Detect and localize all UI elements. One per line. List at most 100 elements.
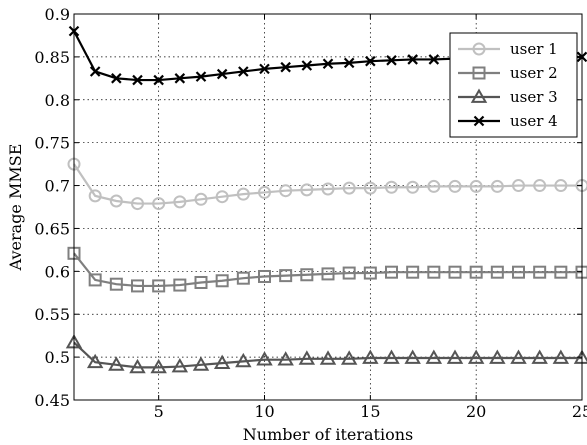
data-point-marker [362, 349, 379, 364]
data-point-marker [385, 180, 398, 194]
y-tick-label: 0.7 [45, 177, 70, 196]
data-point-marker [194, 192, 208, 206]
data-point-marker [490, 265, 504, 279]
data-point-marker [407, 54, 418, 65]
data-point-marker [427, 265, 441, 279]
data-point-marker [259, 63, 270, 75]
data-point-marker [448, 265, 462, 279]
data-point-marker [533, 179, 547, 193]
data-point-marker [238, 66, 249, 77]
data-point-marker [111, 73, 122, 84]
data-point-marker [235, 352, 252, 368]
legend-label: user 2 [510, 64, 558, 82]
data-point-marker [236, 187, 250, 201]
data-point-marker [342, 266, 356, 280]
y-tick-label: 0.45 [34, 391, 70, 410]
data-point-marker [173, 278, 187, 292]
data-point-marker [300, 268, 314, 282]
data-point-marker [215, 274, 229, 288]
data-point-marker [174, 73, 186, 84]
data-point-marker [131, 197, 144, 211]
data-point-marker [86, 353, 104, 369]
data-point-marker [467, 349, 485, 364]
data-point-marker [216, 68, 228, 80]
y-tick-label: 0.85 [34, 48, 70, 67]
data-point-marker [88, 273, 102, 287]
legend-item: user 2 [458, 64, 558, 82]
data-point-marker [236, 271, 250, 285]
data-point-marker [386, 55, 397, 66]
y-tick-label: 0.9 [45, 5, 70, 24]
data-point-marker [383, 349, 400, 364]
data-point-marker [446, 349, 464, 364]
data-point-marker [109, 277, 123, 291]
data-point-marker [108, 356, 125, 371]
data-point-marker [406, 180, 420, 194]
legend-marker [472, 42, 486, 56]
legend-marker [470, 88, 488, 103]
data-point-marker [300, 183, 314, 197]
data-point-marker [469, 265, 483, 279]
data-point-marker [490, 179, 504, 193]
data-point-marker [109, 194, 123, 208]
data-point-marker [510, 349, 527, 364]
data-point-marker [132, 74, 143, 86]
legend-label: user 4 [510, 112, 558, 130]
legend-item: user 4 [458, 112, 558, 130]
data-point-marker [428, 54, 440, 65]
data-point-marker [129, 358, 146, 374]
data-point-marker [340, 350, 358, 365]
y-tick-label: 0.8 [45, 91, 70, 110]
data-point-marker [89, 66, 101, 77]
data-point-marker [343, 57, 355, 69]
data-point-marker [192, 356, 210, 371]
tick-layer: 5 10 15 20 25 0.45 0.5 0.55 0.6 0.65 0.7 0.75 0.8 0.8… [34, 5, 587, 421]
data-point-marker [554, 265, 568, 279]
legend-label: user 3 [510, 88, 558, 106]
data-point-marker [552, 349, 570, 364]
data-point-marker [322, 58, 334, 70]
y-tick-label: 0.65 [34, 219, 70, 238]
data-point-marker [280, 61, 291, 73]
data-point-marker [469, 179, 483, 193]
data-point-marker [321, 182, 335, 196]
data-point-marker [342, 181, 356, 195]
data-point-marker [279, 269, 293, 283]
x-tick-label: 5 [154, 402, 164, 421]
series-user-2 [67, 246, 587, 293]
data-point-marker [256, 351, 273, 366]
data-point-marker [512, 179, 525, 193]
legend-item: user 1 [458, 40, 558, 58]
data-point-marker [88, 189, 102, 203]
data-point-marker [321, 267, 335, 281]
series-user-3 [65, 334, 587, 374]
data-point-marker [171, 358, 189, 373]
legend-marker [473, 115, 485, 127]
legend-item: user 3 [458, 88, 558, 106]
data-point-marker [319, 350, 337, 365]
data-point-marker [533, 265, 547, 279]
data-point-marker [489, 349, 506, 364]
plot-area-frame [73, 13, 583, 401]
data-point-marker [554, 179, 568, 193]
data-point-marker [363, 181, 377, 195]
data-point-marker [194, 275, 208, 289]
y-tick-label: 0.75 [34, 134, 70, 153]
data-point-marker [448, 179, 462, 193]
data-point-marker [404, 349, 421, 364]
data-point-marker [215, 190, 229, 204]
legend-label: user 1 [510, 40, 558, 58]
data-point-marker [512, 265, 525, 279]
series-line [73, 252, 582, 288]
data-point-marker [152, 197, 166, 211]
data-point-marker [258, 185, 271, 199]
y-tick-label: 0.5 [45, 348, 70, 367]
legend-items: user 1 user 2 user 3 user 4 [458, 40, 558, 130]
data-point-marker [385, 265, 398, 279]
data-point-marker [427, 179, 441, 193]
y-tick-label: 0.6 [45, 262, 70, 281]
x-tick-label: 25 [572, 402, 587, 421]
data-point-marker [153, 74, 164, 86]
data-point-marker [173, 195, 187, 209]
